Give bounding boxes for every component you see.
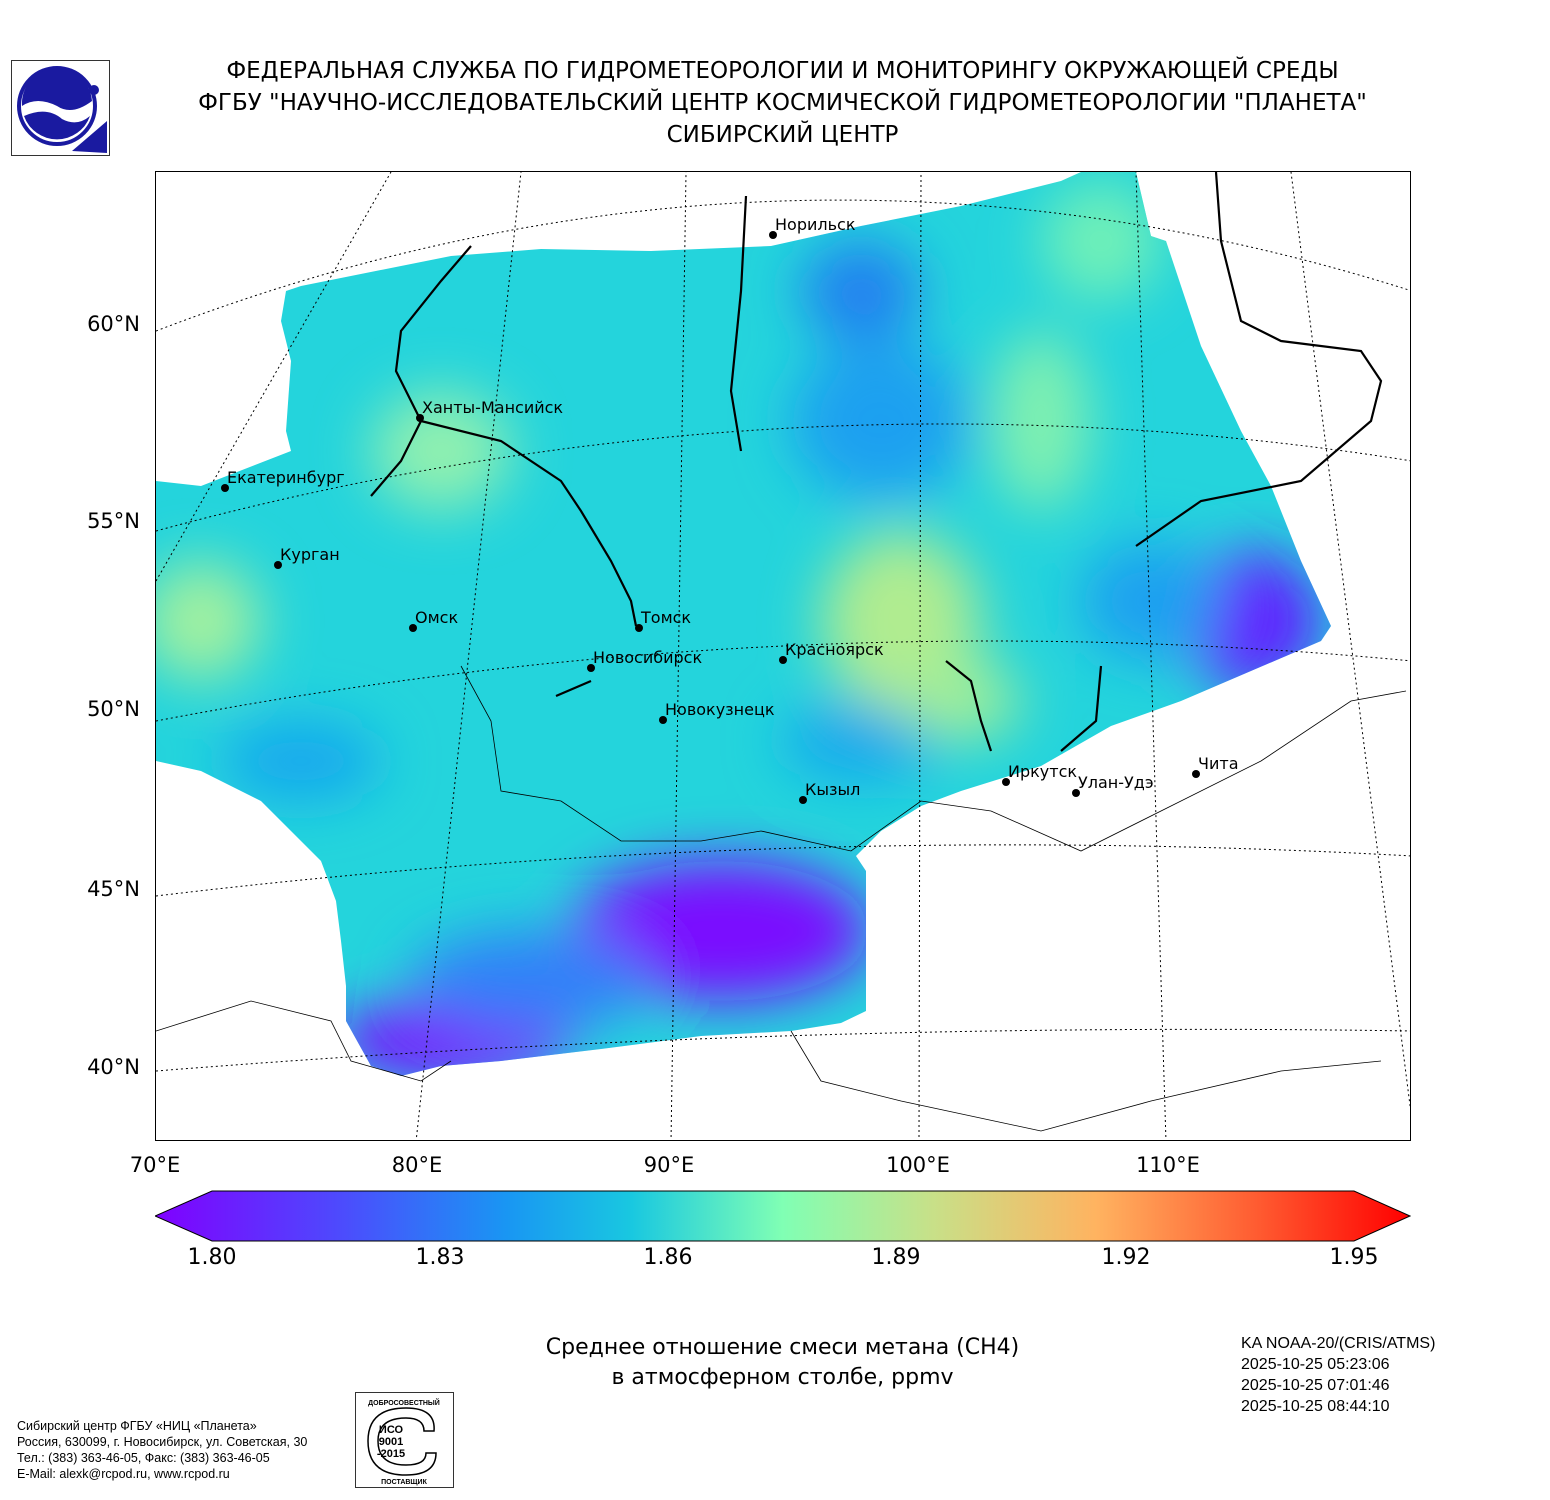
lon-label: 110°E [1136, 1153, 1200, 1177]
colorbar-tick-label: 1.83 [415, 1245, 465, 1270]
city-marker-icon [769, 231, 777, 239]
city-label: Кызыл [805, 780, 861, 799]
lat-label: 60°N [87, 312, 140, 336]
city-marker-icon [416, 414, 424, 422]
city-marker-icon [409, 624, 417, 632]
methane-field [156, 172, 1331, 1076]
city-label: Курган [280, 545, 340, 564]
city-marker-icon [635, 624, 643, 632]
lat-label: 40°N [87, 1055, 140, 1079]
city-marker-icon [779, 656, 787, 664]
colorbar-tick-label: 1.92 [1101, 1245, 1151, 1270]
city-label: Новосибирск [593, 648, 703, 667]
contact-info: Сибирский центр ФГБУ «НИЦ «Планета» Росс… [17, 1418, 307, 1482]
colorbar [153, 1190, 1412, 1246]
colorbar-tick-label: 1.95 [1329, 1245, 1379, 1270]
city-marker-icon [1192, 770, 1200, 778]
pass-time: 2025-10-25 07:01:46 [1241, 1377, 1390, 1394]
org-name: Сибирский центр ФГБУ «НИЦ «Планета» [17, 1419, 257, 1433]
lon-label: 90°E [643, 1153, 695, 1177]
city-label: Красноярск [785, 640, 884, 659]
city-label: Ханты-Мансийск [422, 398, 564, 417]
satellite-name: KA NOAA-20/(CRIS/ATMS) [1241, 1335, 1436, 1352]
lon-label: 100°E [886, 1153, 950, 1177]
city-marker-icon [1072, 789, 1080, 797]
header-line-2: ФГБУ "НАУЧНО-ИССЛЕДОВАТЕЛЬСКИЙ ЦЕНТР КОС… [198, 90, 1367, 116]
city-marker-icon [587, 664, 595, 672]
city-marker-icon [1002, 778, 1010, 786]
email-website: E-Mail: alexk@rcpod.ru, www.rcpod.ru [17, 1467, 230, 1481]
satellite-info: KA NOAA-20/(CRIS/ATMS) 2025-10-25 05:23:… [1241, 1333, 1435, 1417]
title-line-1: Среднее отношение смеси метана (CH4) [545, 1335, 1020, 1360]
lat-label: 50°N [87, 697, 140, 721]
pass-time: 2025-10-25 08:44:10 [1241, 1398, 1390, 1415]
address: Россия, 630099, г. Новосибирск, ул. Сове… [17, 1435, 308, 1449]
iso-9001-seal: ДОБРОСОВЕСТНЫЙ ИСО 9001 -2015 ПОСТАВЩИК [355, 1392, 454, 1488]
rivers-coastlines [370, 172, 1383, 752]
city-marker-icon [274, 561, 282, 569]
city-label: Екатеринбург [227, 468, 345, 487]
pass-time: 2025-10-25 05:23:06 [1241, 1356, 1390, 1373]
lat-label: 45°N [87, 877, 140, 901]
lon-label: 70°E [129, 1153, 181, 1177]
city-marker-icon [659, 716, 667, 724]
map-title: Среднее отношение смеси метана (CH4) в а… [450, 1333, 1115, 1393]
methane-map [155, 171, 1411, 1141]
planeta-logo [11, 60, 110, 156]
colorbar-tick-label: 1.80 [187, 1245, 237, 1270]
colorbar-tick-label: 1.86 [643, 1245, 693, 1270]
borders [156, 665, 1407, 1132]
header-line-1: ФЕДЕРАЛЬНАЯ СЛУЖБА ПО ГИДРОМЕТЕОРОЛОГИИ … [226, 58, 1339, 84]
lat-label: 55°N [87, 509, 140, 533]
svg-text:ИСО: ИСО [379, 1424, 404, 1436]
city-label: Новокузнецк [665, 700, 775, 719]
lon-label: 80°E [391, 1153, 443, 1177]
city-label: Улан-Удэ [1078, 773, 1154, 792]
header-line-3: СИБИРСКИЙ ЦЕНТР [666, 122, 899, 148]
city-marker-icon [799, 796, 807, 804]
city-label: Норильск [775, 215, 856, 234]
svg-text:ДОБРОСОВЕСТНЫЙ: ДОБРОСОВЕСТНЫЙ [368, 1398, 440, 1407]
svg-text:ПОСТАВЩИК: ПОСТАВЩИК [381, 1479, 427, 1486]
city-label: Омск [415, 608, 459, 627]
colorbar-tick-label: 1.89 [871, 1245, 921, 1270]
city-marker-icon [221, 484, 229, 492]
svg-text:9001: 9001 [379, 1436, 403, 1448]
city-label: Томск [641, 608, 692, 627]
title-line-2: в атмосферном столбе, ppmv [611, 1365, 954, 1390]
phone: Тел.: (383) 363-46-05, Факс: (383) 363-4… [17, 1451, 270, 1465]
city-label: Иркутск [1008, 762, 1078, 781]
svg-text:-2015: -2015 [377, 1448, 405, 1460]
city-label: Чита [1198, 754, 1239, 773]
graticule [156, 172, 1410, 1140]
